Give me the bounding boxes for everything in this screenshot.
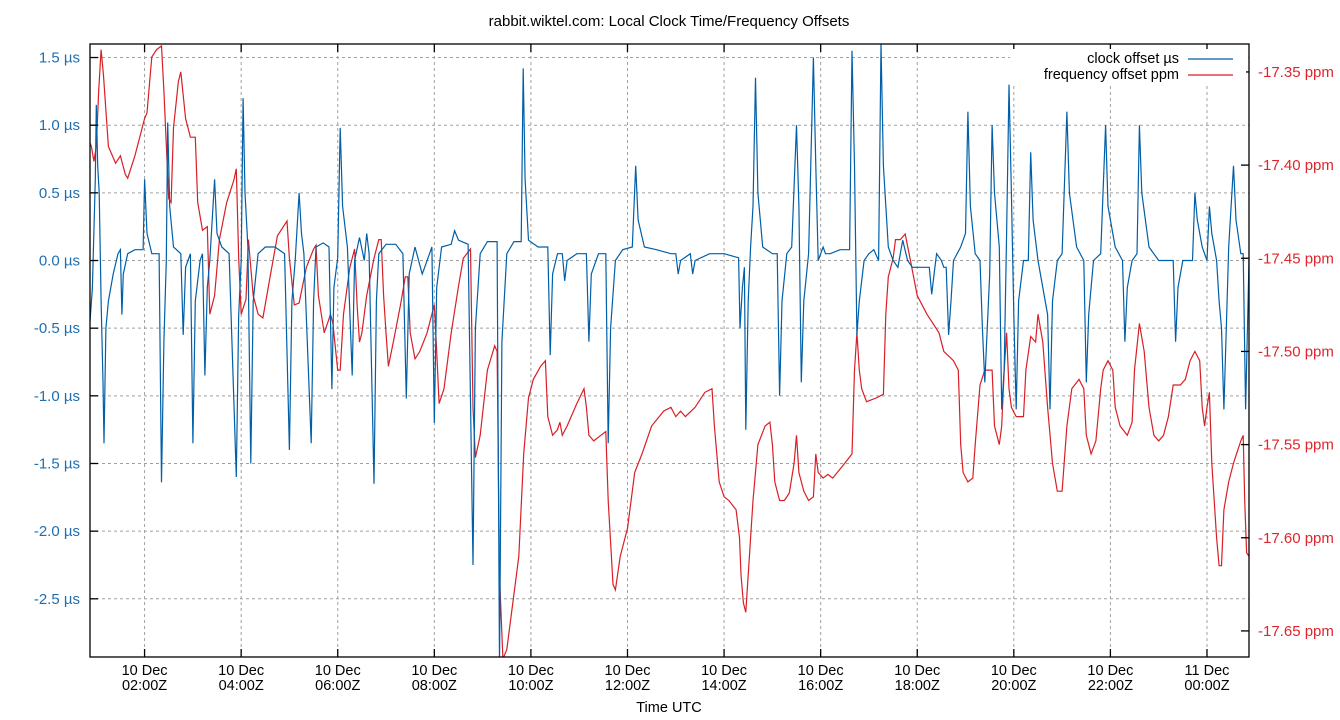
left-tick-label: 0.0 µs (39, 253, 80, 270)
right-axis-ticks: -17.35 ppm -17.40 ppm -17.45 ppm -17.50 ppm… (1241, 64, 1334, 640)
right-tick-label: -17.35 ppm (1258, 64, 1334, 81)
x-tick-time: 14:00Z (701, 678, 746, 694)
legend: clock offset µs frequency offset ppm (1010, 49, 1246, 85)
legend-freq-label: frequency offset ppm (1044, 67, 1179, 83)
x-tick-date: 10 Dec (605, 663, 651, 679)
x-tick-time: 00:00Z (1184, 678, 1229, 694)
x-tick-time: 16:00Z (798, 678, 843, 694)
left-axis-ticks: 1.5 µs 1.0 µs 0.5 µs 0.0 µs -0.5 µs -1.0 µs -1… (34, 50, 98, 608)
x-tick-time: 20:00Z (991, 678, 1036, 694)
clock-offset-line (90, 44, 1249, 657)
x-tick-date: 10 Dec (798, 663, 844, 679)
x-tick-time: 12:00Z (605, 678, 650, 694)
left-tick-label: 1.5 µs (39, 50, 80, 67)
right-tick-label: -17.40 ppm (1258, 157, 1334, 174)
x-tick-date: 10 Dec (508, 663, 554, 679)
x-tick-date: 10 Dec (701, 663, 747, 679)
plot-border (89, 43, 1250, 658)
legend-clock-label: clock offset µs (1087, 51, 1179, 67)
x-tick-time: 10:00Z (508, 678, 553, 694)
x-tick-date: 10 Dec (315, 663, 361, 679)
left-tick-label: -2.0 µs (34, 523, 80, 540)
x-tick-date: 11 Dec (1185, 663, 1230, 679)
frequency-offset-line (90, 44, 1249, 657)
chart-title: rabbit.wiktel.com: Local Clock Time/Freq… (489, 13, 850, 30)
left-tick-label: -1.0 µs (34, 388, 80, 405)
data-series (90, 44, 1249, 657)
right-tick-label: -17.45 ppm (1258, 250, 1334, 267)
left-tick-label: -0.5 µs (34, 320, 80, 337)
left-tick-label: -2.5 µs (34, 591, 80, 608)
left-tick-label: 0.5 µs (39, 185, 80, 202)
left-tick-label: -1.5 µs (34, 455, 80, 472)
x-tick-date: 10 Dec (991, 663, 1037, 679)
x-axis-label: Time UTC (636, 700, 702, 716)
x-tick-date: 10 Dec (1087, 663, 1133, 679)
right-tick-label: -17.60 ppm (1258, 530, 1334, 547)
x-tick-time: 08:00Z (412, 678, 457, 694)
right-tick-label: -17.65 ppm (1258, 623, 1334, 640)
x-tick-date: 10 Dec (218, 663, 264, 679)
grid-lines (90, 44, 1249, 657)
x-tick-date: 10 Dec (894, 663, 940, 679)
x-tick-time: 04:00Z (219, 678, 264, 694)
x-tick-time: 02:00Z (122, 678, 167, 694)
x-tick-time: 06:00Z (315, 678, 360, 694)
left-tick-label: 1.0 µs (39, 117, 80, 134)
x-tick-date: 10 Dec (122, 663, 168, 679)
x-tick-time: 22:00Z (1088, 678, 1133, 694)
x-tick-date: 10 Dec (411, 663, 457, 679)
right-tick-label: -17.55 ppm (1258, 437, 1334, 454)
x-tick-time: 18:00Z (895, 678, 940, 694)
right-tick-label: -17.50 ppm (1258, 343, 1334, 360)
